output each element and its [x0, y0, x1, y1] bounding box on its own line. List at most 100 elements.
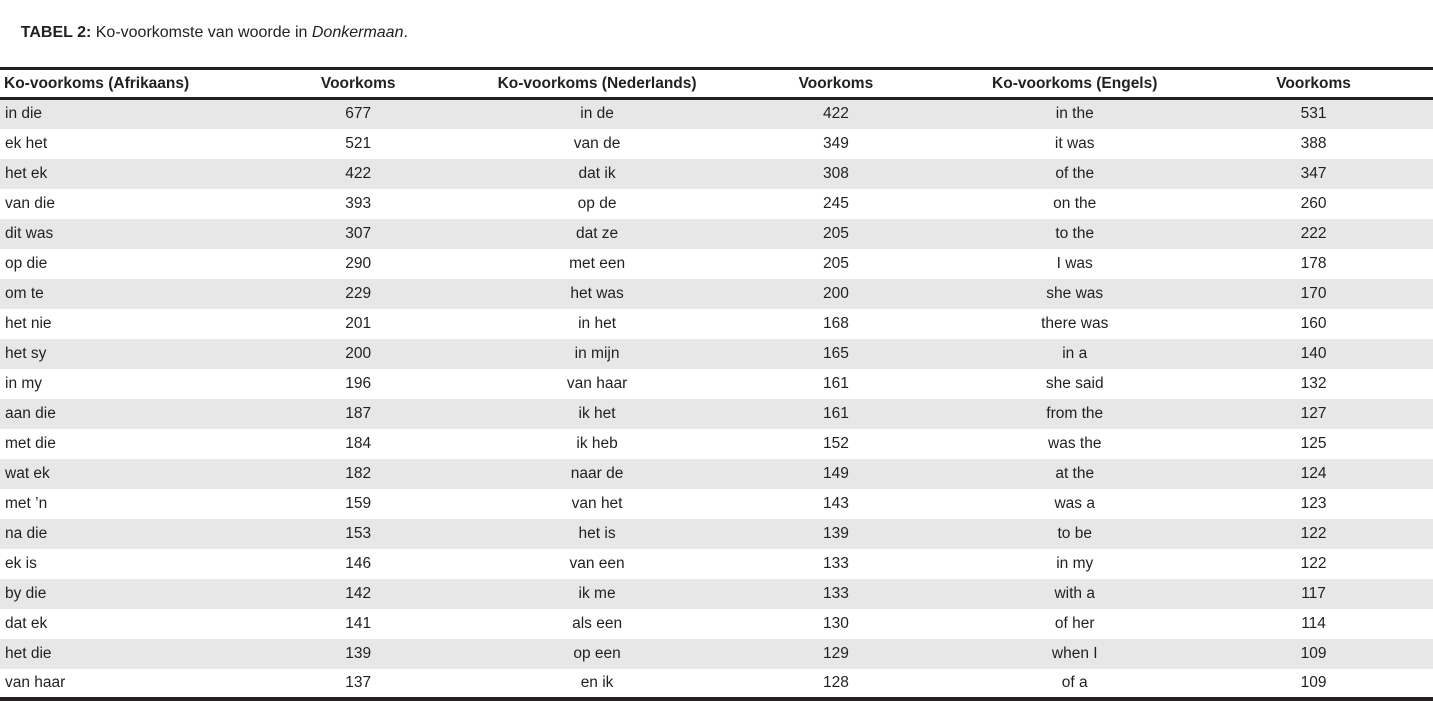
afrikaans-frequency-cell: 159	[238, 488, 478, 519]
afrikaans-frequency-cell: 229	[238, 278, 478, 309]
nederlands-frequency-cell: 308	[716, 158, 956, 189]
nederlands-phrase-cell: ik me	[477, 578, 717, 609]
nederlands-frequency-cell: 161	[716, 368, 956, 399]
engels-frequency-cell: 347	[1194, 158, 1433, 189]
col-header-engels-phrase: Ko-voorkoms (Engels)	[955, 70, 1195, 100]
engels-phrase-cell: in my	[955, 548, 1195, 579]
afrikaans-phrase-cell: in my	[0, 368, 239, 399]
nederlands-frequency-cell: 349	[716, 128, 956, 159]
table-row: van haar 137 en ik 128 of a 109	[0, 668, 1433, 699]
table-row: wat ek 182 naar de 149 at the 124	[0, 458, 1433, 489]
nederlands-frequency-cell: 200	[716, 278, 956, 309]
nederlands-frequency-cell: 133	[716, 548, 956, 579]
engels-frequency-cell: 160	[1194, 308, 1433, 339]
table-row: het die 139 op een 129 when I 109	[0, 638, 1433, 669]
nederlands-phrase-cell: dat ze	[477, 218, 717, 249]
afrikaans-frequency-cell: 677	[238, 98, 478, 129]
table-row: by die 142 ik me 133 with a 117	[0, 578, 1433, 609]
nederlands-phrase-cell: dat ik	[477, 158, 717, 189]
table-title-text: Ko-voorkomste van woorde in	[91, 24, 312, 41]
engels-frequency-cell: 140	[1194, 338, 1433, 369]
afrikaans-phrase-cell: ek het	[0, 128, 239, 159]
nederlands-phrase-cell: met een	[477, 248, 717, 279]
nederlands-phrase-cell: van de	[477, 128, 717, 159]
nederlands-phrase-cell: in het	[477, 308, 717, 339]
engels-phrase-cell: was a	[955, 488, 1195, 519]
afrikaans-phrase-cell: met ’n	[0, 488, 239, 519]
afrikaans-frequency-cell: 142	[238, 578, 478, 609]
nederlands-frequency-cell: 165	[716, 338, 956, 369]
afrikaans-phrase-cell: het sy	[0, 338, 239, 369]
afrikaans-frequency-cell: 393	[238, 188, 478, 219]
table-row: dat ek 141 als een 130 of her 114	[0, 608, 1433, 639]
nederlands-phrase-cell: het was	[477, 278, 717, 309]
afrikaans-frequency-cell: 307	[238, 218, 478, 249]
table-row: het sy 200 in mijn 165 in a 140	[0, 338, 1433, 369]
engels-frequency-cell: 124	[1194, 458, 1433, 489]
afrikaans-phrase-cell: met die	[0, 428, 239, 459]
afrikaans-phrase-cell: op die	[0, 248, 239, 279]
engels-phrase-cell: in a	[955, 338, 1195, 369]
afrikaans-frequency-cell: 153	[238, 518, 478, 549]
afrikaans-phrase-cell: na die	[0, 518, 239, 549]
afrikaans-frequency-cell: 196	[238, 368, 478, 399]
afrikaans-phrase-cell: dat ek	[0, 608, 239, 639]
afrikaans-frequency-cell: 290	[238, 248, 478, 279]
afrikaans-phrase-cell: het ek	[0, 158, 239, 189]
engels-phrase-cell: with a	[955, 578, 1195, 609]
nederlands-phrase-cell: in mijn	[477, 338, 717, 369]
engels-frequency-cell: 109	[1194, 668, 1433, 699]
table-row: ek het 521 van de 349 it was 388	[0, 128, 1433, 159]
nederlands-frequency-cell: 143	[716, 488, 956, 519]
nederlands-frequency-cell: 149	[716, 458, 956, 489]
nederlands-phrase-cell: van haar	[477, 368, 717, 399]
engels-phrase-cell: from the	[955, 398, 1195, 429]
afrikaans-phrase-cell: aan die	[0, 398, 239, 429]
table-row: op die 290 met een 205 I was 178	[0, 248, 1433, 279]
engels-frequency-cell: 132	[1194, 368, 1433, 399]
afrikaans-frequency-cell: 187	[238, 398, 478, 429]
engels-phrase-cell: there was	[955, 308, 1195, 339]
afrikaans-phrase-cell: van haar	[0, 668, 239, 699]
table-title: TABEL 2: Ko-voorkomste van woorde in Don…	[0, 0, 1433, 70]
engels-phrase-cell: at the	[955, 458, 1195, 489]
table-row: om te 229 het was 200 she was 170	[0, 278, 1433, 309]
engels-phrase-cell: of the	[955, 158, 1195, 189]
table-row: in my 196 van haar 161 she said 132	[0, 368, 1433, 399]
nederlands-phrase-cell: naar de	[477, 458, 717, 489]
engels-phrase-cell: to the	[955, 218, 1195, 249]
table-title-work-name: Donkermaan	[311, 24, 404, 41]
nederlands-frequency-cell: 139	[716, 518, 956, 549]
nederlands-phrase-cell: het is	[477, 518, 717, 549]
afrikaans-phrase-cell: om te	[0, 278, 239, 309]
nederlands-phrase-cell: als een	[477, 608, 717, 639]
engels-phrase-cell: of a	[955, 668, 1195, 699]
engels-phrase-cell: she was	[955, 278, 1195, 309]
afrikaans-phrase-cell: het nie	[0, 308, 239, 339]
engels-frequency-cell: 122	[1194, 548, 1433, 579]
afrikaans-frequency-cell: 201	[238, 308, 478, 339]
nederlands-frequency-cell: 161	[716, 398, 956, 429]
afrikaans-phrase-cell: het die	[0, 638, 239, 669]
col-header-nederlands-phrase: Ko-voorkoms (Nederlands)	[477, 70, 717, 100]
engels-frequency-cell: 388	[1194, 128, 1433, 159]
afrikaans-frequency-cell: 141	[238, 608, 478, 639]
engels-frequency-cell: 117	[1194, 578, 1433, 609]
table-header: Ko-voorkoms (Afrikaans) Voorkoms Ko-voor…	[0, 70, 1433, 100]
engels-frequency-cell: 114	[1194, 608, 1433, 639]
engels-phrase-cell: she said	[955, 368, 1195, 399]
nederlands-phrase-cell: in de	[477, 98, 717, 129]
engels-frequency-cell: 222	[1194, 218, 1433, 249]
table-row: van die 393 op de 245 on the 260	[0, 188, 1433, 219]
afrikaans-frequency-cell: 184	[238, 428, 478, 459]
col-header-engels-frequency: Voorkoms	[1194, 70, 1433, 100]
nederlands-frequency-cell: 245	[716, 188, 956, 219]
nederlands-phrase-cell: op een	[477, 638, 717, 669]
table-title-period: .	[403, 24, 408, 41]
afrikaans-frequency-cell: 146	[238, 548, 478, 579]
table-row: na die 153 het is 139 to be 122	[0, 518, 1433, 549]
nederlands-frequency-cell: 168	[716, 308, 956, 339]
nederlands-frequency-cell: 130	[716, 608, 956, 639]
afrikaans-phrase-cell: dit was	[0, 218, 239, 249]
